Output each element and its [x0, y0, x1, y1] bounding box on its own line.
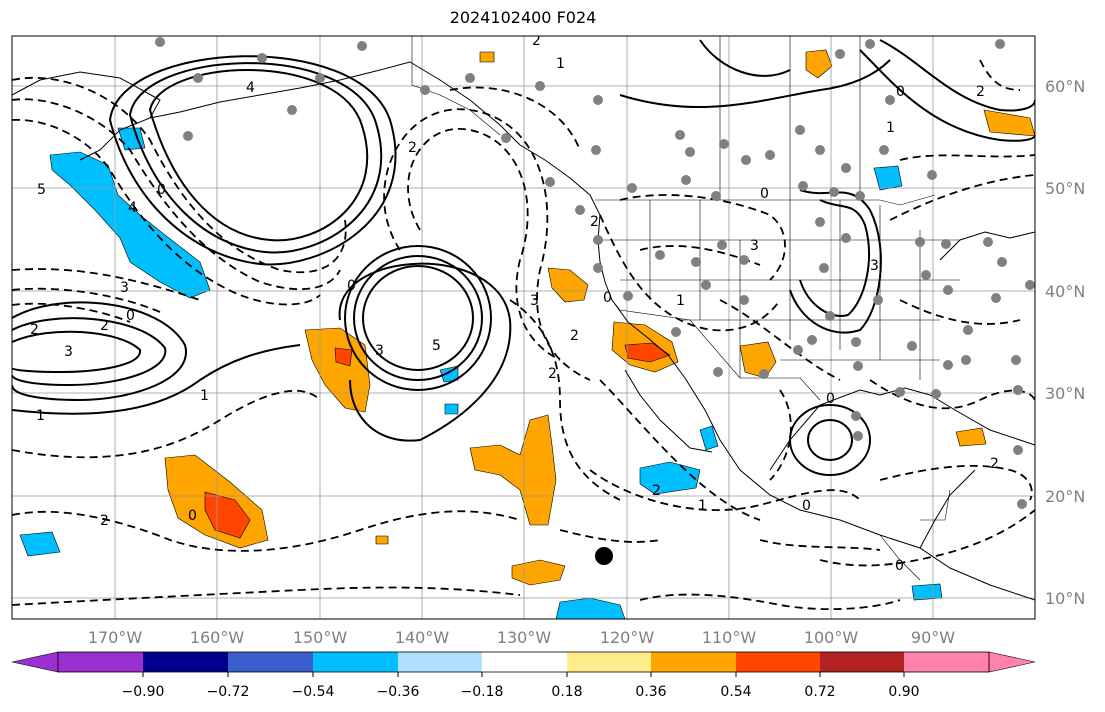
contour-label: 3 [375, 343, 384, 359]
highlighted-station-marker [595, 547, 613, 565]
colorbar-segment [567, 652, 651, 672]
contour-label: 2 [976, 84, 985, 100]
contour-label: 2 [532, 33, 541, 49]
contour-label: 3 [64, 344, 73, 360]
contour-label: 2 [590, 214, 599, 230]
colorbar-segment [482, 652, 567, 672]
contour-label: 1 [676, 293, 685, 309]
contour-label: 3 [120, 280, 129, 296]
contour-label: 2 [548, 366, 557, 382]
colorbar-tick-label: 0.72 [804, 684, 835, 700]
longitude-label: 160°W [190, 628, 245, 647]
colorbar-tick-label: −0.54 [292, 684, 335, 700]
colorbar-segment [736, 652, 820, 672]
longitude-label: 130°W [497, 628, 552, 647]
contour-label: 0 [826, 391, 835, 407]
longitude-label: 90°W [911, 628, 955, 647]
colorbar-segment [904, 652, 989, 672]
colorbar-segment [228, 652, 313, 672]
map-title: 2024102400 F024 [449, 8, 597, 27]
longitude-label: 100°W [804, 628, 859, 647]
contour-label: 0 [347, 278, 356, 294]
latitude-label: 20°N [1045, 487, 1085, 506]
colorbar-tick-label: 0.36 [635, 684, 666, 700]
longitude-label: 150°W [293, 628, 348, 647]
colorbar-tick-label: 0.90 [888, 684, 919, 700]
contour-label: 0 [896, 84, 905, 100]
colorbar-tick-label: 0.54 [720, 684, 751, 700]
longitude-label: 140°W [395, 628, 450, 647]
contour-label: 2 [570, 328, 579, 344]
graticule [12, 36, 1035, 619]
map-frame [11, 35, 1036, 620]
contour-label: 4 [246, 80, 255, 96]
contour-label: 2 [100, 513, 109, 529]
longitude-label: 110°W [702, 628, 757, 647]
contour-label: 2 [100, 318, 109, 334]
shaded-positive-anomalies [164, 49, 1035, 586]
latitude-label: 10°N [1045, 589, 1085, 608]
contour-label: 1 [200, 388, 209, 404]
latitude-label: 30°N [1045, 384, 1085, 403]
latitude-label: 40°N [1045, 282, 1085, 301]
dashed-contours [12, 59, 1035, 611]
contour-label: 1 [556, 56, 565, 72]
contour-label: 3 [750, 238, 759, 254]
contour-label: 3 [870, 258, 879, 274]
contour-label: 3 [530, 293, 539, 309]
contour-label: 2 [408, 140, 417, 156]
station-dots [155, 37, 1035, 509]
longitude-label: 120°W [600, 628, 655, 647]
contour-labels: 5 4 2 0 2 3 0 2 3 1 4 0 3 5 2 1 2 3 0 2 … [30, 33, 999, 574]
contour-label: 5 [432, 338, 441, 354]
longitude-labels: 170°W 160°W 150°W 140°W 130°W 120°W 110°… [88, 628, 955, 647]
contour-label: 1 [36, 408, 45, 424]
latitude-labels: 60°N 50°N 40°N 30°N 20°N 10°N [1045, 77, 1085, 608]
contour-label: 2 [990, 456, 999, 472]
colorbar-segment [143, 652, 228, 672]
contour-label: 0 [760, 186, 769, 202]
contour-label: 5 [37, 182, 46, 198]
contour-label: 0 [126, 308, 135, 324]
colorbar-tick-label: −0.72 [207, 684, 250, 700]
colorbar-extend-high [988, 651, 1036, 673]
solid-contours [12, 39, 1035, 476]
contour-label: 2 [30, 322, 39, 338]
contour-label: 0 [895, 558, 904, 574]
colorbar-segment [398, 652, 482, 672]
longitude-label: 170°W [88, 628, 143, 647]
contour-label: 4 [128, 200, 137, 216]
colorbar-tick-label: −0.36 [377, 684, 420, 700]
colorbar-extend-low [11, 651, 59, 673]
latitude-label: 60°N [1045, 77, 1085, 96]
contour-label: 1 [698, 498, 707, 514]
colorbar-segment [313, 652, 398, 672]
map-background [12, 36, 1035, 619]
colorbar-segment [58, 652, 143, 672]
colorbar-tick-label: −0.90 [122, 684, 165, 700]
colorbar-segment [651, 652, 736, 672]
contour-label: 0 [802, 498, 811, 514]
contour-label: 0 [603, 290, 612, 306]
contour-label: 0 [157, 182, 166, 198]
contour-label: 2 [652, 483, 661, 499]
contour-label: 1 [886, 120, 895, 136]
colorbar-tick-label: 0.18 [551, 684, 582, 700]
latitude-label: 50°N [1045, 179, 1085, 198]
colorbar-tick-label: −0.18 [461, 684, 504, 700]
contour-label: 0 [188, 508, 197, 524]
colorbar: −0.90 −0.72 −0.54 −0.36 −0.18 0.18 0.36 … [11, 651, 1036, 700]
colorbar-segment [820, 652, 904, 672]
